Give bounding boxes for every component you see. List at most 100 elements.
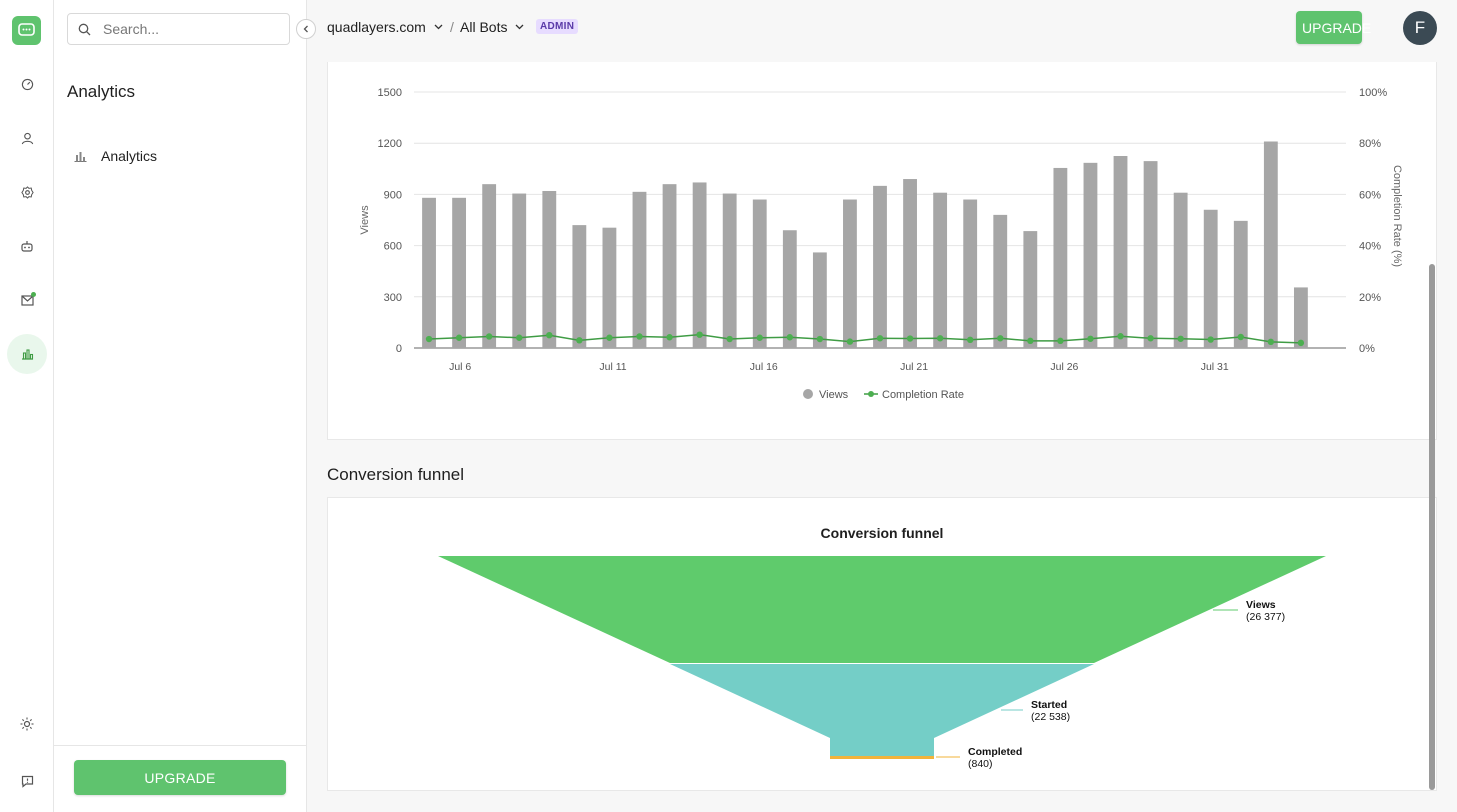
analytics-icon[interactable] bbox=[7, 334, 47, 374]
chat-logo-icon[interactable] bbox=[12, 16, 41, 45]
sidebar-upgrade-button[interactable]: UPGRADE bbox=[74, 760, 286, 795]
point-completion-rate bbox=[636, 333, 643, 340]
bar-views bbox=[722, 193, 737, 348]
line-completion-rate bbox=[429, 333, 1301, 344]
funnel-label-completed: Completed bbox=[968, 746, 1022, 758]
point-completion-rate bbox=[1207, 336, 1214, 343]
x-tick-label: Jul 26 bbox=[1050, 361, 1078, 373]
bar-views bbox=[873, 185, 887, 348]
point-completion-rate bbox=[606, 334, 613, 341]
point-completion-rate bbox=[1177, 335, 1184, 342]
bar-views bbox=[1053, 167, 1068, 348]
bar-views bbox=[1023, 231, 1038, 348]
funnel-card: Conversion funnel Views (26 377) Started (22… bbox=[327, 497, 1437, 791]
search-input[interactable] bbox=[101, 20, 275, 38]
point-completion-rate bbox=[455, 334, 463, 341]
y-tick-label: 1200 bbox=[378, 138, 402, 150]
funnel-title: Conversion funnel bbox=[821, 525, 944, 541]
bar-views bbox=[752, 199, 767, 348]
sidebar-item-label: Analytics bbox=[101, 148, 158, 164]
bar-views bbox=[843, 199, 857, 348]
point-completion-rate bbox=[1117, 333, 1124, 340]
bar-chart-icon bbox=[74, 151, 87, 162]
chevron-down-icon bbox=[516, 24, 524, 30]
avatar[interactable]: F bbox=[1403, 11, 1437, 45]
bar-views bbox=[452, 197, 467, 348]
sidebar-footer: UPGRADE bbox=[54, 745, 306, 812]
bar-views bbox=[1293, 287, 1308, 348]
dashboard-icon[interactable] bbox=[13, 70, 41, 98]
y2-tick-label: 20% bbox=[1359, 292, 1381, 304]
point-completion-rate bbox=[696, 331, 703, 338]
bot-selector-label: All Bots bbox=[460, 19, 508, 35]
workspace-selector[interactable]: quadlayers.com bbox=[327, 19, 443, 35]
point-completion-rate bbox=[546, 332, 553, 339]
sidebar-title: Analytics bbox=[67, 82, 136, 101]
point-completion-rate bbox=[516, 334, 523, 341]
x-tick-label: Jul 6 bbox=[449, 361, 471, 373]
x-tick-label: Jul 16 bbox=[750, 361, 778, 373]
bar-views bbox=[572, 225, 587, 348]
x-tick-label: Jul 11 bbox=[599, 361, 626, 373]
y2-tick-label: 80% bbox=[1359, 138, 1381, 150]
funnel-section-title: Conversion funnel bbox=[327, 465, 465, 484]
bar-views bbox=[542, 190, 557, 348]
mail-icon[interactable] bbox=[13, 286, 41, 314]
point-completion-rate bbox=[966, 336, 974, 344]
bar-views bbox=[1113, 156, 1128, 348]
funnel-value-views: (26 377) bbox=[1246, 611, 1285, 623]
bot-icon[interactable] bbox=[13, 232, 41, 260]
point-completion-rate bbox=[1087, 335, 1094, 342]
point-completion-rate bbox=[576, 337, 583, 344]
upgrade-button[interactable]: UPGRADE bbox=[1296, 11, 1371, 44]
bar-views bbox=[1143, 161, 1158, 348]
settings-icon[interactable] bbox=[13, 178, 41, 206]
top-bar: quadlayers.com / All Bots ADMIN UPGRADE … bbox=[307, 0, 1457, 56]
bar-views bbox=[662, 184, 677, 348]
breadcrumb-separator: / bbox=[450, 19, 454, 35]
bot-selector[interactable]: All Bots bbox=[460, 19, 524, 35]
y2-tick-label: 0% bbox=[1359, 343, 1375, 355]
y-tick-label: 600 bbox=[384, 241, 402, 253]
funnel-stage-started bbox=[670, 664, 1094, 756]
views-completion-chart: 0 300 600 900 1200 1500 0% 20% 40% 60% 80% 100% View… bbox=[359, 87, 1403, 401]
y-axis-label: Views bbox=[359, 205, 371, 235]
bar-views bbox=[422, 197, 436, 348]
point-completion-rate bbox=[485, 333, 493, 340]
point-completion-rate bbox=[1297, 339, 1305, 347]
legend-swatch-completion bbox=[868, 391, 874, 397]
funnel-label-views: Views bbox=[1246, 599, 1276, 611]
views-chart-card: 0 300 600 900 1200 1500 0% 20% 40% 60% 80% 100% View… bbox=[327, 62, 1437, 440]
user-icon[interactable] bbox=[13, 124, 41, 152]
bar-views bbox=[482, 184, 497, 348]
funnel-label-started: Started bbox=[1031, 699, 1067, 711]
bar-views bbox=[933, 192, 948, 348]
funnel-stage-completed bbox=[830, 756, 934, 759]
bar-views bbox=[963, 199, 978, 348]
point-completion-rate bbox=[666, 334, 673, 341]
bar-views bbox=[1083, 162, 1098, 348]
workspace-name: quadlayers.com bbox=[327, 19, 426, 35]
scrollbar[interactable] bbox=[1429, 264, 1435, 790]
collapse-sidebar-button[interactable] bbox=[296, 19, 316, 39]
bar-views bbox=[632, 191, 647, 348]
funnel-stage-views bbox=[438, 556, 1326, 663]
point-completion-rate bbox=[1027, 337, 1034, 345]
feedback-icon[interactable] bbox=[13, 767, 41, 795]
point-completion-rate bbox=[846, 338, 854, 345]
funnel-value-completed: (840) bbox=[968, 758, 993, 770]
bar-views bbox=[512, 193, 527, 348]
y2-tick-label: 40% bbox=[1359, 241, 1381, 253]
theme-toggle-icon[interactable] bbox=[13, 710, 41, 738]
point-completion-rate bbox=[1267, 338, 1275, 346]
funnel-value-started: (22 538) bbox=[1031, 711, 1070, 723]
point-completion-rate bbox=[756, 334, 763, 341]
y-tick-label: 900 bbox=[384, 189, 402, 201]
search-icon bbox=[78, 23, 91, 35]
legend-label-views: Views bbox=[819, 389, 849, 401]
bar-views bbox=[1233, 220, 1248, 348]
bar-views bbox=[782, 230, 797, 348]
point-completion-rate bbox=[1147, 335, 1154, 342]
bar-views bbox=[903, 179, 917, 348]
sidebar-item-analytics[interactable]: Analytics bbox=[74, 148, 157, 164]
